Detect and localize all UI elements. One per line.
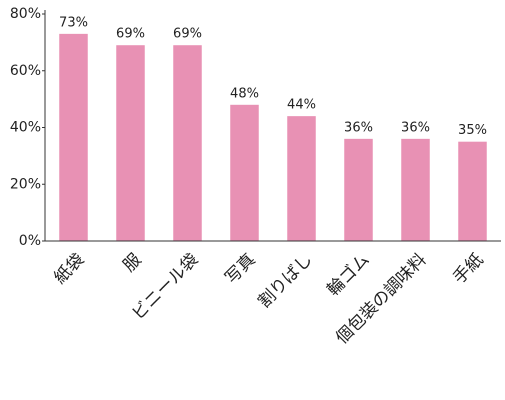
x-tick-label: 割りばし — [254, 250, 316, 312]
x-tick-label: 輪ゴム — [323, 249, 374, 300]
bar — [458, 141, 487, 241]
value-label: 69% — [116, 27, 145, 42]
y-tick-label: 60% — [10, 63, 41, 79]
bar — [401, 138, 430, 241]
value-label: 73% — [59, 15, 88, 30]
value-label: 36% — [401, 120, 430, 135]
value-label: 36% — [344, 120, 373, 135]
bar — [173, 45, 202, 242]
x-tick-label: 写真 — [221, 250, 259, 288]
bar — [230, 104, 259, 241]
value-label: 44% — [287, 98, 316, 113]
value-label: 35% — [458, 123, 487, 138]
bar — [344, 138, 373, 241]
bar — [59, 33, 88, 241]
y-tick-label: 40% — [10, 120, 41, 136]
x-tick-label: 手紙 — [449, 250, 487, 288]
x-tick-label: 紙袋 — [50, 250, 88, 288]
y-tick-label: 80% — [10, 6, 41, 22]
value-label: 48% — [230, 86, 259, 101]
value-label: 69% — [173, 27, 202, 42]
y-tick-label: 20% — [10, 176, 41, 192]
bar — [116, 45, 145, 242]
x-tick-label: 服 — [119, 250, 145, 276]
bar — [287, 116, 316, 241]
y-tick-label: 0% — [19, 233, 41, 249]
